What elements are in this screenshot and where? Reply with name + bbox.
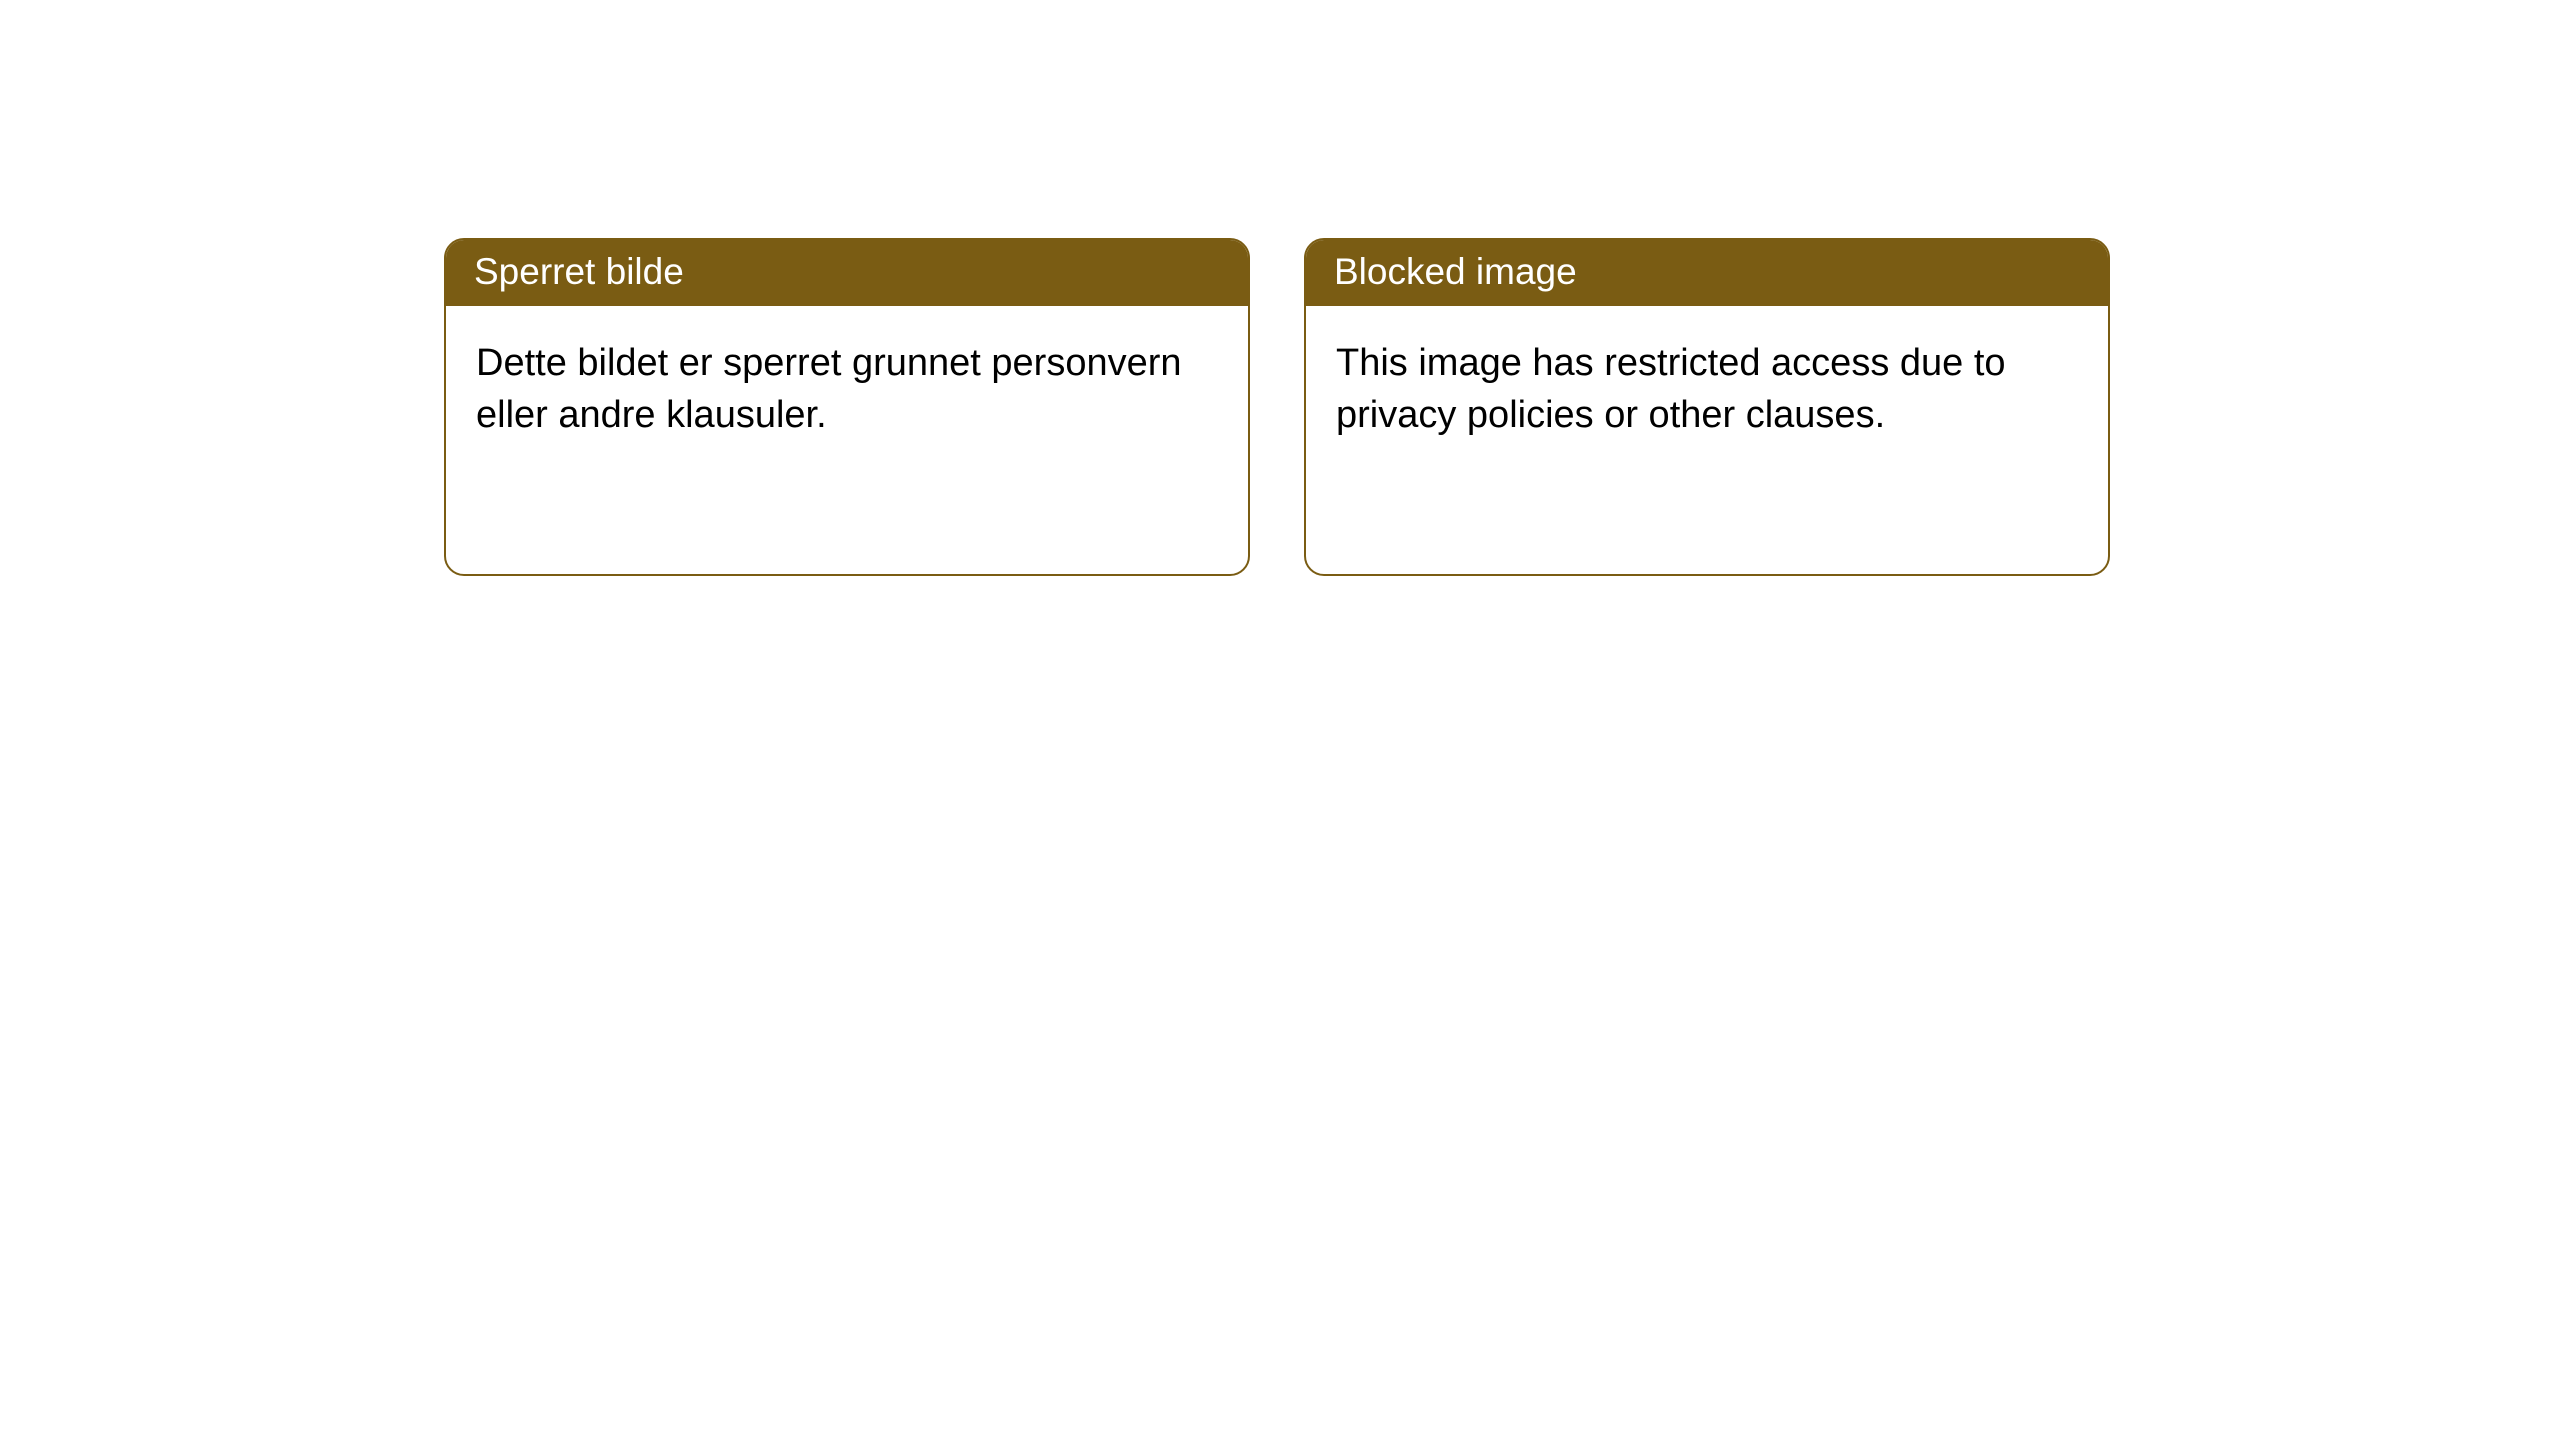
card-header: Blocked image xyxy=(1306,240,2108,306)
notice-container: Sperret bilde Dette bildet er sperret gr… xyxy=(0,0,2560,576)
blocked-image-card-en: Blocked image This image has restricted … xyxy=(1304,238,2110,576)
card-header: Sperret bilde xyxy=(446,240,1248,306)
blocked-image-card-no: Sperret bilde Dette bildet er sperret gr… xyxy=(444,238,1250,576)
card-body: This image has restricted access due to … xyxy=(1306,306,2108,473)
card-body: Dette bildet er sperret grunnet personve… xyxy=(446,306,1248,473)
